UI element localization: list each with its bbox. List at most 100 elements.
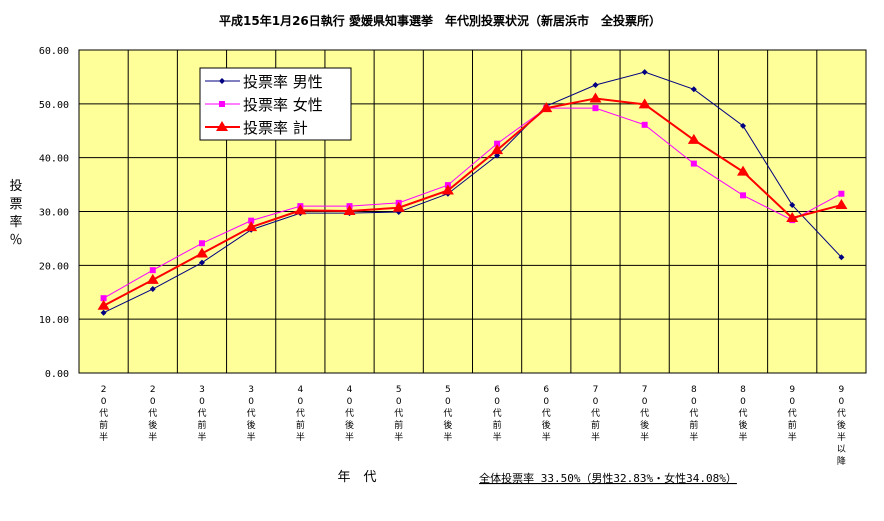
y-tick-label: 50.00: [39, 100, 69, 111]
legend-label: 投票率 男性: [243, 73, 323, 91]
x-tick-char: 後: [837, 419, 846, 431]
x-tick-char: 以: [837, 445, 846, 455]
x-axis-ticks: 20代前半20代後半30代前半30代後半40代前半40代後半50代前半50代後半…: [99, 385, 846, 467]
y-tick-label: 10.00: [39, 315, 69, 326]
data-point-marker: [195, 247, 208, 258]
data-point-marker: [740, 192, 747, 199]
y-label-char: 率: [9, 214, 22, 230]
x-tick-char: 0: [494, 397, 500, 407]
x-tick-char: 代: [640, 408, 649, 419]
data-point-marker: [592, 105, 599, 112]
y-label-char: 票: [9, 197, 22, 212]
x-tick-char: 半: [739, 431, 748, 443]
data-point-marker: [592, 81, 599, 88]
data-point-marker: [687, 133, 700, 144]
x-tick-char: 半: [345, 431, 354, 443]
x-tick-char: 半: [689, 431, 698, 443]
x-tick-char: 後: [247, 419, 256, 431]
data-point-marker: [740, 122, 747, 129]
x-tick-char: 半: [394, 431, 403, 443]
data-point-marker: [198, 259, 205, 266]
data-point-marker: [219, 78, 225, 84]
x-tick-char: 前: [689, 419, 698, 431]
data-point-marker: [835, 199, 848, 210]
data-point-marker: [838, 254, 845, 261]
x-tick-char: 0: [839, 397, 845, 407]
x-tick-char: 7: [642, 385, 648, 395]
x-tick-char: 5: [396, 385, 402, 395]
x-tick-char: 3: [248, 385, 254, 395]
y-tick-label: 30.00: [39, 208, 69, 219]
x-tick-char: 5: [445, 385, 451, 395]
x-tick-char: 代: [345, 408, 354, 419]
legend-label: 投票率 女性: [243, 96, 323, 114]
x-tick-char: 半: [640, 431, 649, 443]
x-tick-char: 後: [345, 419, 354, 431]
data-point-marker: [216, 121, 228, 131]
x-tick-char: 0: [199, 397, 205, 407]
x-tick-char: 半: [148, 431, 157, 443]
x-tick-char: 3: [199, 385, 205, 395]
x-tick-char: 後: [148, 419, 157, 431]
x-tick-char: 前: [197, 419, 206, 431]
x-tick-char: 代: [443, 408, 452, 419]
series-group: [97, 69, 848, 316]
data-point-marker: [248, 217, 255, 224]
data-point-marker: [786, 211, 799, 222]
data-point-marker: [392, 201, 405, 212]
x-tick-char: 前: [493, 419, 502, 431]
x-tick-char: 6: [494, 385, 500, 395]
data-point-marker: [838, 190, 845, 197]
x-tick-char: 半: [493, 431, 502, 443]
data-point-marker: [97, 299, 110, 310]
y-tick-label: 20.00: [39, 261, 69, 272]
x-tick-char: 半: [443, 431, 452, 443]
data-point-marker: [690, 160, 697, 167]
plot-border: [78, 49, 867, 374]
data-point-marker: [789, 202, 796, 209]
x-tick-char: 前: [99, 419, 108, 431]
x-tick-char: 9: [789, 385, 795, 395]
data-point-marker: [219, 101, 225, 107]
x-tick-char: 代: [689, 408, 698, 419]
data-point-marker: [641, 69, 648, 76]
data-point-marker: [149, 267, 156, 274]
y-tick-label: 0.00: [45, 369, 69, 380]
legend-item: 投票率 女性: [205, 96, 323, 114]
x-tick-char: 4: [297, 385, 303, 395]
chart-title: 平成15年1月26日執行 愛媛県知事選挙 年代別投票状況（新居浜市 全投票所）: [219, 13, 661, 28]
x-tick-char: 0: [347, 397, 353, 407]
data-point-marker: [638, 98, 651, 109]
x-tick-char: 代: [99, 408, 108, 419]
x-tick-char: 半: [99, 431, 108, 443]
x-tick-char: 代: [739, 408, 748, 419]
x-tick-char: 代: [591, 408, 600, 419]
x-tick-char: 6: [543, 385, 549, 395]
x-tick-char: 0: [789, 397, 795, 407]
x-tick-char: 0: [101, 397, 107, 407]
x-tick-char: 0: [691, 397, 697, 407]
x-tick-char: 代: [148, 408, 157, 419]
x-tick-char: 半: [788, 431, 797, 443]
x-tick-char: 前: [591, 419, 600, 431]
data-point-marker: [343, 204, 356, 215]
x-tick-char: 代: [788, 408, 797, 419]
x-tick-char: 0: [150, 397, 156, 407]
data-point-marker: [540, 102, 553, 113]
x-tick-char: 8: [740, 385, 746, 395]
x-tick-char: 半: [837, 431, 846, 443]
x-tick-char: 代: [394, 408, 403, 419]
data-point-marker: [641, 121, 648, 128]
x-tick-char: 後: [542, 419, 551, 431]
x-tick-char: 8: [691, 385, 697, 395]
data-point-marker: [100, 295, 107, 302]
